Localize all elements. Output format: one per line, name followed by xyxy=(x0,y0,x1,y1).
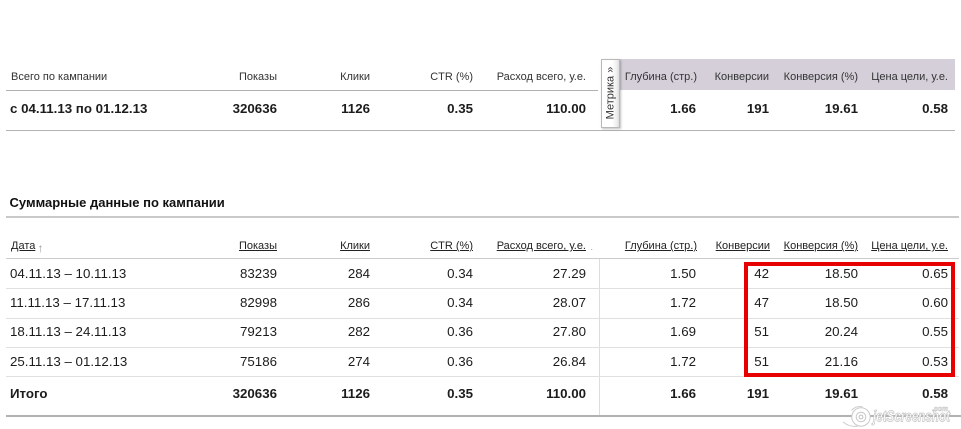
svg-text:jetScreenshot: jetScreenshot xyxy=(872,408,951,425)
svg-text:.com: .com xyxy=(932,404,948,413)
